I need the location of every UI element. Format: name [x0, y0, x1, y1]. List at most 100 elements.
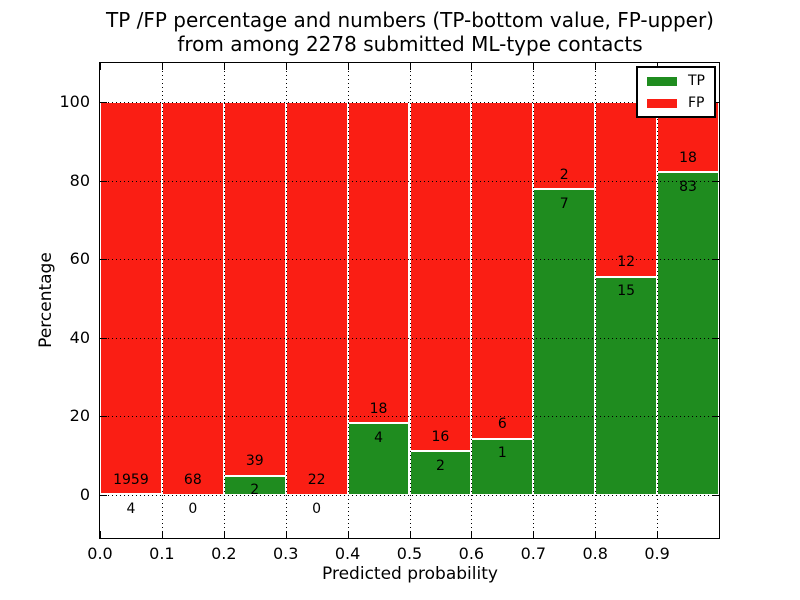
bar-segment-fp	[595, 102, 658, 277]
x-tick-mark	[471, 63, 473, 70]
y-tick-mark	[712, 416, 719, 418]
gridline-x	[595, 63, 597, 538]
y-tick-mark	[712, 494, 719, 496]
y-tick-label: 80	[69, 170, 90, 190]
gridline-y	[100, 416, 719, 418]
x-tick-mark	[347, 63, 349, 70]
legend-label-fp: FP	[688, 95, 705, 111]
legend-swatch-tp-icon	[647, 76, 677, 86]
x-tick-label: 0.1	[149, 544, 175, 563]
x-tick-mark	[657, 531, 659, 538]
legend-entry-tp: TP	[647, 74, 705, 88]
bars-layer	[100, 63, 719, 538]
y-tick-mark	[712, 259, 719, 261]
x-tick-mark	[471, 531, 473, 538]
x-tick-label: 0.4	[334, 544, 361, 563]
x-tick-mark	[595, 63, 597, 70]
gridline-y	[100, 102, 719, 104]
tp-count-label: 7	[559, 196, 569, 212]
gridline-x	[409, 63, 411, 538]
y-axis-label: Percentage	[36, 252, 56, 348]
x-tick-label: 0.8	[582, 544, 608, 563]
chart-title-line2: from among 2278 submitted ML-type contac…	[177, 32, 643, 56]
x-tick-mark	[285, 63, 287, 70]
chart-title: TP /FP percentage and numbers (TP-bottom…	[100, 8, 720, 56]
legend-entry-fp: FP	[647, 96, 705, 110]
gridline-x	[657, 63, 659, 538]
bar-segment-tp	[657, 172, 719, 495]
tp-count-label: 4	[374, 429, 384, 446]
fp-count-label: 18	[369, 400, 388, 417]
gridline-y	[100, 180, 719, 182]
fp-count-label: 39	[245, 453, 264, 470]
y-tick-label: 100	[59, 92, 90, 112]
x-tick-mark	[223, 531, 225, 538]
fp-count-label: 2	[559, 166, 569, 183]
y-tick-mark	[100, 494, 107, 496]
x-tick-mark	[100, 531, 101, 538]
bar-segment-fp	[100, 102, 162, 495]
x-tick-label: 0.9	[644, 544, 670, 563]
ticks-layer	[100, 63, 719, 538]
gridline-x	[533, 63, 535, 538]
gridline-y	[100, 494, 719, 496]
bar-segment-tp	[595, 276, 658, 495]
y-tick-mark	[100, 337, 107, 339]
legend: TP FP	[636, 66, 716, 118]
fp-count-label: 18	[679, 149, 697, 166]
bar-segment-fp	[223, 102, 286, 476]
tp-count-label: 83	[679, 178, 697, 195]
fp-count-label: 1959	[113, 471, 149, 488]
y-tick-mark	[100, 259, 107, 261]
y-tick-mark	[100, 416, 107, 418]
y-tick-mark	[100, 180, 107, 182]
fp-count-label: 6	[497, 416, 507, 433]
y-tick-label: 60	[69, 249, 90, 269]
x-tick-mark	[100, 63, 101, 70]
plot-area: 1959 4 68 0 39 2 22 0 18 4 16 2 6 1 2 7 12 15 18 83 TP FP	[99, 62, 720, 539]
x-axis-label: Predicted probability	[322, 564, 498, 584]
x-tick-label: 0.0	[87, 544, 113, 563]
x-tick-mark	[533, 531, 535, 538]
fp-count-label: 68	[183, 472, 202, 489]
gridline-y	[100, 337, 719, 339]
x-tick-mark	[161, 63, 163, 70]
x-tick-mark	[347, 531, 349, 538]
x-tick-mark	[595, 531, 597, 538]
x-tick-mark	[223, 63, 225, 70]
legend-label-tp: TP	[688, 73, 705, 89]
x-tick-mark	[409, 531, 411, 538]
x-tick-mark	[285, 531, 287, 538]
tp-count-label: 2	[250, 482, 260, 499]
bar-segment-tp	[471, 438, 534, 495]
gridline-x	[161, 63, 163, 538]
tp-count-label: 4	[126, 500, 136, 517]
x-tick-mark	[409, 63, 411, 70]
bar-segment-fp	[471, 102, 534, 439]
y-tick-label: 40	[69, 327, 90, 347]
tp-count-label: 0	[188, 501, 198, 518]
fp-count-label: 16	[431, 428, 450, 445]
gridline-x	[223, 63, 225, 538]
bar-segment-tp	[409, 451, 472, 495]
y-tick-mark	[712, 337, 719, 339]
x-tick-label: 0.5	[396, 544, 423, 563]
grid-layer	[100, 63, 719, 538]
x-tick-label: 0.6	[458, 544, 485, 563]
fp-count-label: 22	[307, 472, 326, 489]
gridline-x	[285, 63, 287, 538]
gridline-y	[100, 259, 719, 261]
tp-count-label: 15	[617, 283, 636, 300]
tp-count-label: 2	[435, 457, 445, 474]
x-tick-mark	[161, 531, 163, 538]
x-tick-label: 0.7	[520, 544, 547, 563]
legend-swatch-fp-icon	[647, 98, 677, 108]
tp-count-label: 1	[497, 445, 507, 462]
x-tick-mark	[533, 63, 535, 70]
y-tick-mark	[100, 102, 107, 104]
gridline-x	[471, 63, 473, 538]
gridline-x	[347, 63, 349, 538]
chart-title-line1: TP /FP percentage and numbers (TP-bottom…	[106, 8, 714, 32]
tp-count-label: 0	[312, 501, 322, 518]
